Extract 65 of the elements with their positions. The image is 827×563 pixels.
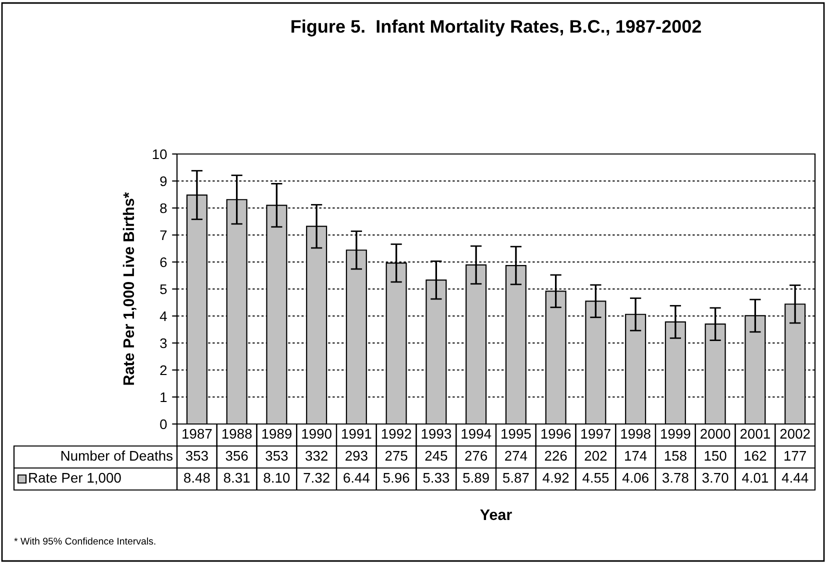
text: 4.44 [782,473,808,483]
text: 4.92 [542,472,569,483]
text: 5.87 [502,472,529,483]
x-tick-label: 1997 [581,428,610,439]
text: 276 [465,450,488,461]
text: 4.06 [622,472,648,483]
text: 6.44 [344,472,370,483]
x-tick-label: 1988 [222,428,252,439]
x-tick-label: 1999 [661,428,690,439]
x-tick-label: 1991 [342,428,372,439]
x-tick-label: 1998 [621,428,650,439]
x-tick-label: 1994 [462,428,492,439]
text: 293 [346,450,368,461]
y-tick-label: 7 [160,230,167,240]
text: 245 [425,450,448,461]
text: 150 [704,450,726,461]
text: Number of Deaths [61,450,173,461]
x-tick-label: 1993 [422,428,452,439]
chart-title: Figure 5. Infant Mortality Rates, B.C., 1987-2002 [292,20,701,36]
text: 8.10 [264,472,290,483]
y-tick-label: 0 [160,419,167,430]
y-axis-title: Rate Per 1,000 Live Births* [122,192,136,385]
x-tick-label: 1992 [382,428,412,439]
x-tick-label: 1989 [262,428,292,439]
text: 158 [664,450,686,461]
text: 162 [744,450,766,461]
text: 356 [226,450,248,461]
y-tick-label: 8 [160,203,167,214]
text: 226 [544,450,567,461]
y-tick-label: 4 [160,311,167,322]
text: 177 [784,451,806,461]
text: 3.78 [662,472,688,483]
text: 3.70 [702,472,728,483]
y-tick-label: 3 [160,338,167,348]
x-tick-label: 1990 [302,428,332,439]
text: 4.01 [742,472,768,483]
x-tick-label: 1996 [541,428,571,439]
y-tick-label: 5 [160,284,167,294]
text: 353 [266,450,288,461]
y-tick-label: 6 [160,257,167,268]
text: 275 [385,450,408,461]
text: 8.31 [224,472,250,483]
text: 332 [306,450,328,461]
y-tick-label: 9 [160,176,167,186]
text: 4.55 [582,473,609,483]
text: * With 95% Confidence Intervals. [14,537,156,545]
x-tick-label: 2001 [740,428,770,439]
text: 353 [186,450,208,461]
x-tick-label: 2000 [700,428,730,439]
text: 202 [584,450,607,461]
y-tick-label: 10 [152,149,167,160]
x-tick-label: 2002 [780,428,810,439]
y-tick-label: 2 [160,365,167,376]
legend-label: Rate Per 1,000 [29,472,121,484]
text: 7.32 [304,472,330,483]
text: 5.96 [383,472,410,483]
x-tick-label: 1987 [182,428,212,439]
x-tick-label: 1995 [502,428,531,439]
text: 174 [625,451,647,461]
text: 274 [505,450,528,461]
x-axis-title: Year [480,509,512,520]
text: 5.89 [463,472,489,483]
text: 8.48 [184,472,210,483]
text: 5.33 [423,472,450,483]
y-tick-label: 1 [160,392,167,402]
